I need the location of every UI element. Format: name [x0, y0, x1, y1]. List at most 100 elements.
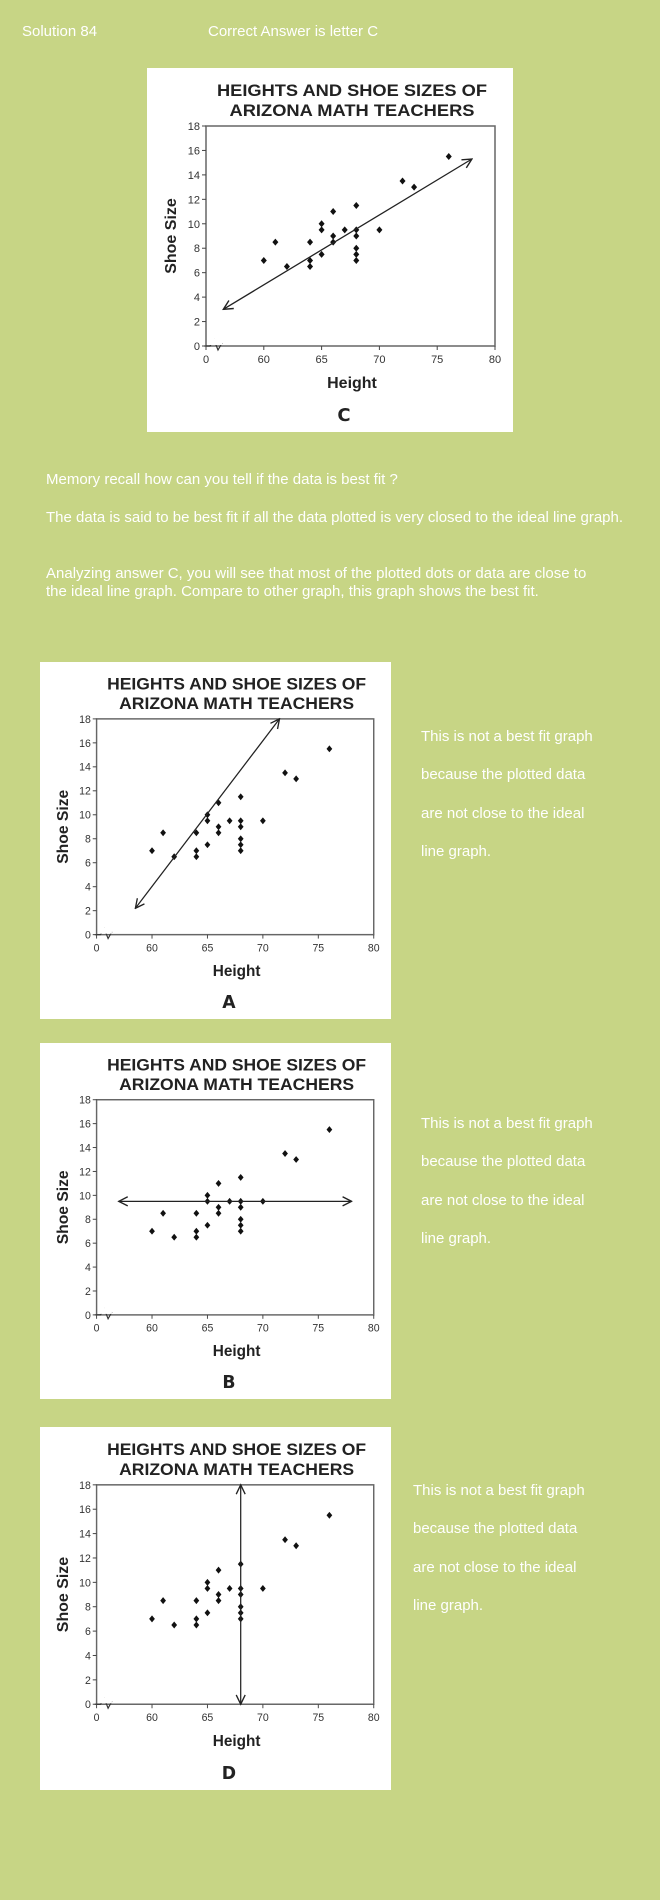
x-tick-label: 70 [257, 1712, 269, 1724]
option-letter: A [222, 993, 236, 1013]
analysis-text: Analyzing answer C, you will see that mo… [46, 565, 587, 600]
x-tick-label: 70 [257, 942, 269, 954]
note-line: This is not a best fit graph [421, 1115, 593, 1132]
definition-text: The data is said to be best fit if all t… [46, 509, 624, 526]
y-tick-label: 10 [188, 219, 200, 231]
data-point [353, 250, 360, 258]
y-tick-label: 0 [194, 341, 200, 353]
y-tick-label: 18 [188, 121, 200, 133]
x-tick-label: 0 [203, 354, 209, 366]
data-point [353, 244, 360, 252]
y-tick-label: 2 [85, 1675, 91, 1687]
y-tick-label: 8 [194, 243, 200, 255]
data-point [215, 1203, 222, 1211]
data-point [160, 1597, 166, 1605]
plot-frame [205, 125, 496, 347]
data-point [204, 1584, 211, 1592]
y-tick-label: 6 [85, 1626, 91, 1638]
data-point [215, 1209, 222, 1217]
y-tick-label: 12 [79, 1166, 91, 1178]
data-point [330, 232, 337, 240]
data-point [160, 1209, 166, 1217]
solution-number: Solution 84 [22, 23, 98, 40]
chart-title: ARIZONA MATH TEACHERS [119, 695, 354, 713]
note-line: because the plotted data [413, 1520, 578, 1537]
data-point [353, 256, 360, 264]
data-point [307, 238, 314, 246]
data-point [237, 823, 244, 831]
y-tick-label: 16 [188, 145, 200, 157]
data-point [318, 220, 325, 228]
note-line: This is not a best fit graph [413, 1482, 585, 1499]
data-point [215, 1566, 222, 1574]
data-point [149, 847, 155, 855]
chart-title: ARIZONA MATH TEACHERS [119, 1076, 354, 1094]
x-tick-label: 0 [94, 1322, 100, 1334]
data-point [226, 817, 233, 825]
data-point [171, 1621, 178, 1629]
data-point [260, 256, 267, 264]
y-tick-label: 16 [79, 1118, 91, 1130]
correct-answer: Correct Answer is letter C [208, 23, 379, 40]
data-point [193, 1621, 200, 1629]
data-point [237, 847, 244, 855]
data-point [237, 841, 244, 849]
data-point [215, 823, 222, 831]
scatter-plot: HEIGHTS AND SHOE SIZES OF ARIZONA MATH TE… [55, 1056, 380, 1393]
data-point [215, 1179, 222, 1187]
chart-title: HEIGHTS AND SHOE SIZES OF [107, 1056, 366, 1074]
data-point [193, 1615, 200, 1623]
data-point [293, 775, 300, 783]
data-point [411, 183, 418, 191]
y-tick-label: 4 [85, 1650, 91, 1662]
data-point [193, 853, 200, 861]
x-tick-label: 80 [489, 354, 501, 366]
data-point [237, 1221, 244, 1229]
x-axis-label: Height [327, 375, 377, 392]
option-letter: B [222, 1373, 235, 1393]
data-point [204, 1221, 211, 1229]
data-point [293, 1156, 300, 1163]
data-point [399, 177, 406, 185]
y-tick-label: 0 [85, 1699, 91, 1711]
data-point [237, 835, 244, 843]
data-point [282, 769, 288, 777]
data-point [204, 817, 211, 825]
x-tick-label: 80 [368, 1712, 380, 1724]
data-point [204, 841, 211, 849]
data-point [193, 1209, 200, 1217]
chart-c: HEIGHTS AND SHOE SIZES OF ARIZONA MATH TE… [147, 68, 513, 432]
y-axis-label: Shoe Size [163, 198, 180, 274]
x-tick-label: 80 [368, 1322, 380, 1334]
y-tick-label: 6 [194, 268, 200, 280]
data-point [215, 799, 222, 807]
data-point [149, 1227, 155, 1235]
y-tick-label: 16 [79, 738, 91, 750]
x-axis-label: Height [213, 963, 261, 980]
data-point [341, 226, 348, 234]
data-point [282, 1150, 288, 1157]
note-line: are not close to the ideal [413, 1559, 577, 1576]
y-tick-label: 0 [85, 929, 91, 941]
data-point [318, 226, 325, 234]
y-tick-label: 18 [79, 714, 91, 726]
note-line: This is not a best fit graph [421, 728, 593, 745]
x-tick-label: 60 [258, 354, 270, 366]
x-tick-label: 65 [202, 942, 214, 954]
plot-frame [95, 718, 375, 936]
chart-a: HEIGHTS AND SHOE SIZES OF ARIZONA MATH TE… [40, 662, 391, 1019]
data-point [204, 1578, 211, 1586]
y-tick-label: 8 [85, 1602, 91, 1614]
y-tick-label: 14 [188, 170, 200, 182]
y-tick-label: 4 [85, 1262, 91, 1274]
y-tick-label: 0 [85, 1310, 91, 1322]
y-tick-label: 14 [79, 1142, 91, 1154]
data-point [215, 1591, 222, 1599]
x-tick-label: 75 [312, 1322, 324, 1334]
y-tick-label: 14 [79, 762, 91, 774]
data-point [193, 1597, 200, 1605]
y-tick-label: 16 [79, 1504, 91, 1516]
y-axis-label: Shoe Size [55, 789, 72, 863]
